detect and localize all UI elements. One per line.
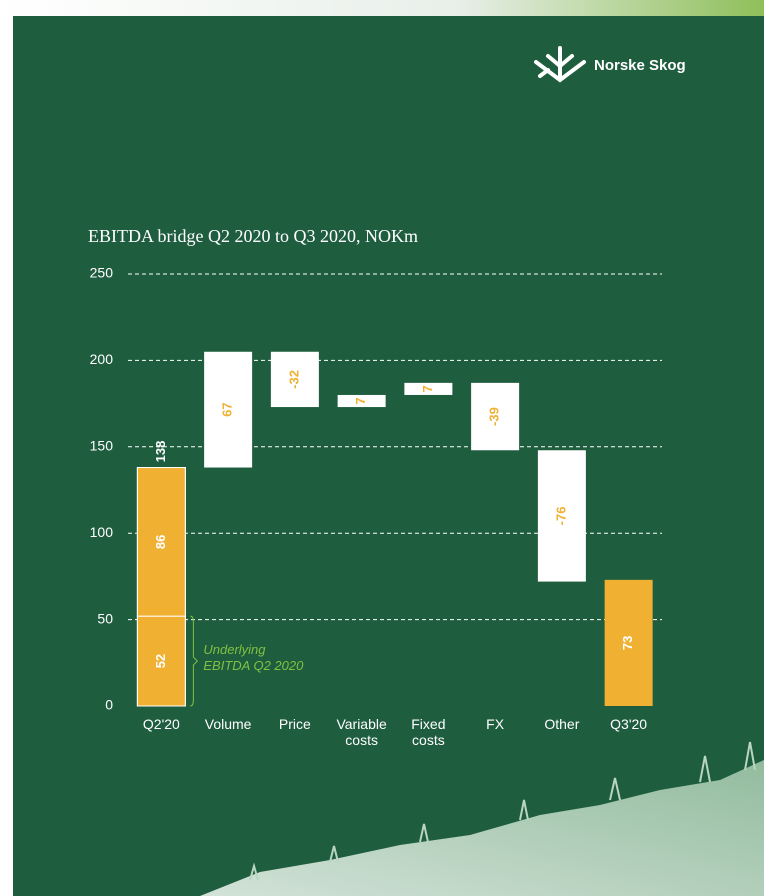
annotation-bracket	[190, 615, 199, 707]
forest	[200, 760, 764, 896]
value-label: -76	[553, 507, 568, 526]
x-tick-label: FX	[486, 716, 505, 732]
value-label: 138	[153, 441, 168, 463]
bar-outline	[136, 467, 186, 707]
bar-delta	[404, 382, 453, 395]
bar-delta	[270, 351, 319, 408]
value-label: 52	[153, 654, 168, 668]
bar	[604, 579, 653, 706]
value-label: 7	[420, 385, 435, 392]
y-tick-label: 200	[90, 351, 114, 367]
logo-text: Norske Skog	[594, 57, 686, 74]
x-tick-label: Variable costs	[336, 716, 387, 748]
y-tick-label: 100	[90, 524, 114, 540]
x-tick-label: Other	[544, 716, 580, 732]
annotation: Underlying	[203, 642, 266, 657]
value-label: 73	[620, 636, 635, 650]
value-label: 67	[220, 402, 235, 416]
value-label: 7	[353, 397, 368, 404]
y-tick-label: 150	[90, 438, 114, 454]
x-tick-label: Fixed costs	[411, 716, 446, 748]
bar-segment	[136, 467, 186, 617]
background	[13, 16, 764, 896]
bar-delta	[337, 394, 386, 408]
bar-delta	[204, 351, 253, 468]
top-strip	[0, 0, 764, 16]
x-tick-label: Q2'20	[142, 716, 180, 732]
value-label: -32	[286, 370, 301, 389]
logo-icon	[534, 46, 586, 83]
x-tick-label: Volume	[204, 716, 252, 732]
x-tick-label: Price	[278, 716, 311, 732]
value-label: 86	[153, 535, 168, 549]
tree-tops	[249, 741, 756, 881]
bar-delta	[471, 382, 520, 451]
x-tick-label: Q3'20	[610, 716, 648, 732]
y-tick-label: 250	[90, 265, 114, 281]
chart-title: EBITDA bridge Q2 2020 to Q3 2020, NOKm	[88, 226, 418, 246]
value-label: -39	[487, 407, 502, 426]
bar-delta	[537, 450, 586, 582]
y-tick-label: 0	[105, 697, 113, 713]
annotation: EBITDA Q2 2020	[203, 658, 304, 673]
y-tick-label: 50	[97, 610, 113, 626]
